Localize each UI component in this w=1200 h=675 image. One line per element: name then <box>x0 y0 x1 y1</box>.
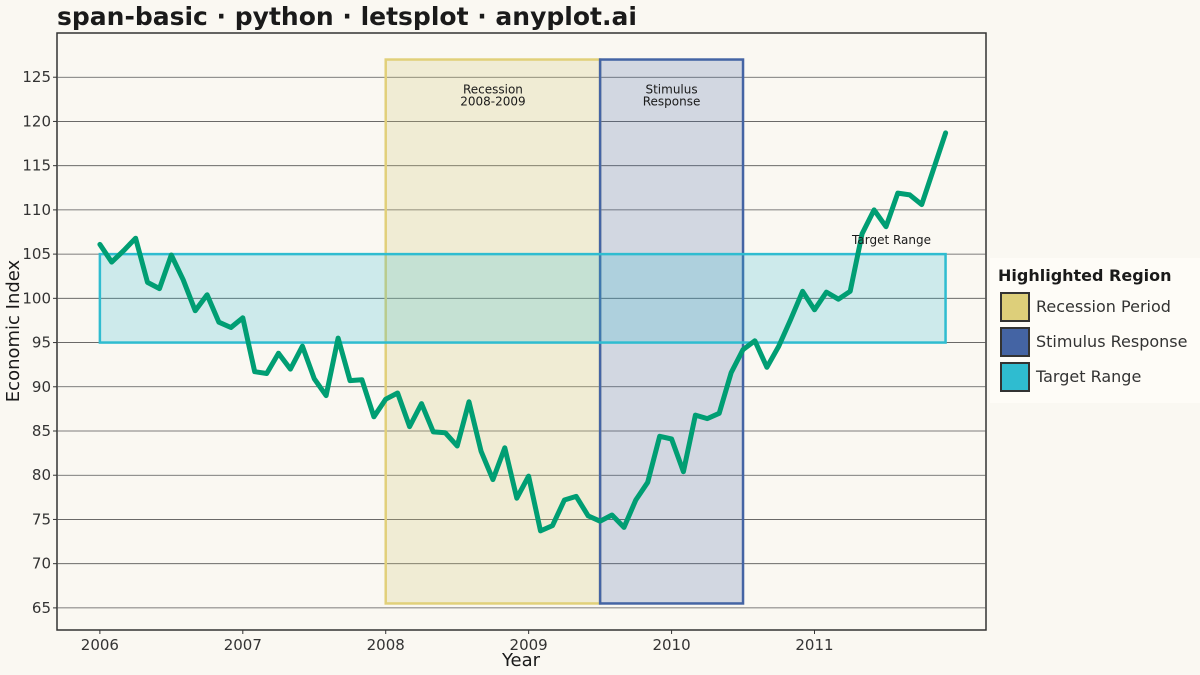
highlight-spans <box>98 58 947 605</box>
y-tick-label: 90 <box>32 378 51 396</box>
legend-swatch-target <box>1000 362 1030 392</box>
plot-panel <box>56 32 987 631</box>
y-tick-label: 120 <box>22 112 51 130</box>
legend-swatch-recession <box>1000 292 1030 322</box>
x-axis-title: Year <box>501 650 541 671</box>
span-target-range <box>98 252 947 344</box>
chart-title: span-basic · python · letsplot · anyplot… <box>57 2 637 31</box>
legend-title: Highlighted Region <box>998 266 1172 285</box>
y-axis-title: Economic Index <box>3 259 24 402</box>
x-axis-ticks: 2006 2007 2008 2009 2010 2011 <box>81 630 834 654</box>
span-label: Recession 2008-2009 <box>460 83 525 109</box>
data-line-layer <box>97 130 949 534</box>
y-tick-label: 125 <box>22 68 51 86</box>
span-label: Stimulus Response <box>643 83 701 109</box>
span-recession-period <box>384 58 602 605</box>
x-tick-label: 2008 <box>367 636 405 654</box>
legend-label-target: Target Range <box>1036 367 1142 386</box>
x-tick-label: 2011 <box>795 636 833 654</box>
legend-swatch-stimulus <box>1000 327 1030 357</box>
y-tick-label: 105 <box>22 245 51 263</box>
span-stimulus-response <box>598 58 745 605</box>
legend-label-stimulus: Stimulus Response <box>1036 332 1188 351</box>
y-tick-label: 115 <box>22 157 51 175</box>
span-labels: Recession 2008-2009 Stimulus Response Target… <box>460 83 931 248</box>
x-tick-label: 2009 <box>510 636 548 654</box>
series-line-economic-index <box>97 130 949 534</box>
legend-label-recession: Recession Period <box>1036 297 1171 316</box>
x-tick-label: 2006 <box>81 636 119 654</box>
x-tick-label: 2010 <box>652 636 690 654</box>
legend: Highlighted Region Recession Period Stim… <box>990 258 1200 403</box>
y-tick-label: 95 <box>32 334 51 352</box>
x-tick-label: 2007 <box>224 636 262 654</box>
span-label: Target Range <box>851 233 931 247</box>
y-tick-label: 65 <box>32 599 51 617</box>
y-tick-label: 80 <box>32 466 51 484</box>
y-tick-label: 70 <box>32 555 51 573</box>
y-tick-label: 85 <box>32 422 51 440</box>
y-tick-label: 100 <box>22 289 51 307</box>
y-tick-label: 75 <box>32 510 51 528</box>
y-tick-label: 110 <box>22 201 51 219</box>
y-axis-ticks: 65 70 75 80 85 90 95 100 105 110 115 120 125 <box>22 68 57 617</box>
